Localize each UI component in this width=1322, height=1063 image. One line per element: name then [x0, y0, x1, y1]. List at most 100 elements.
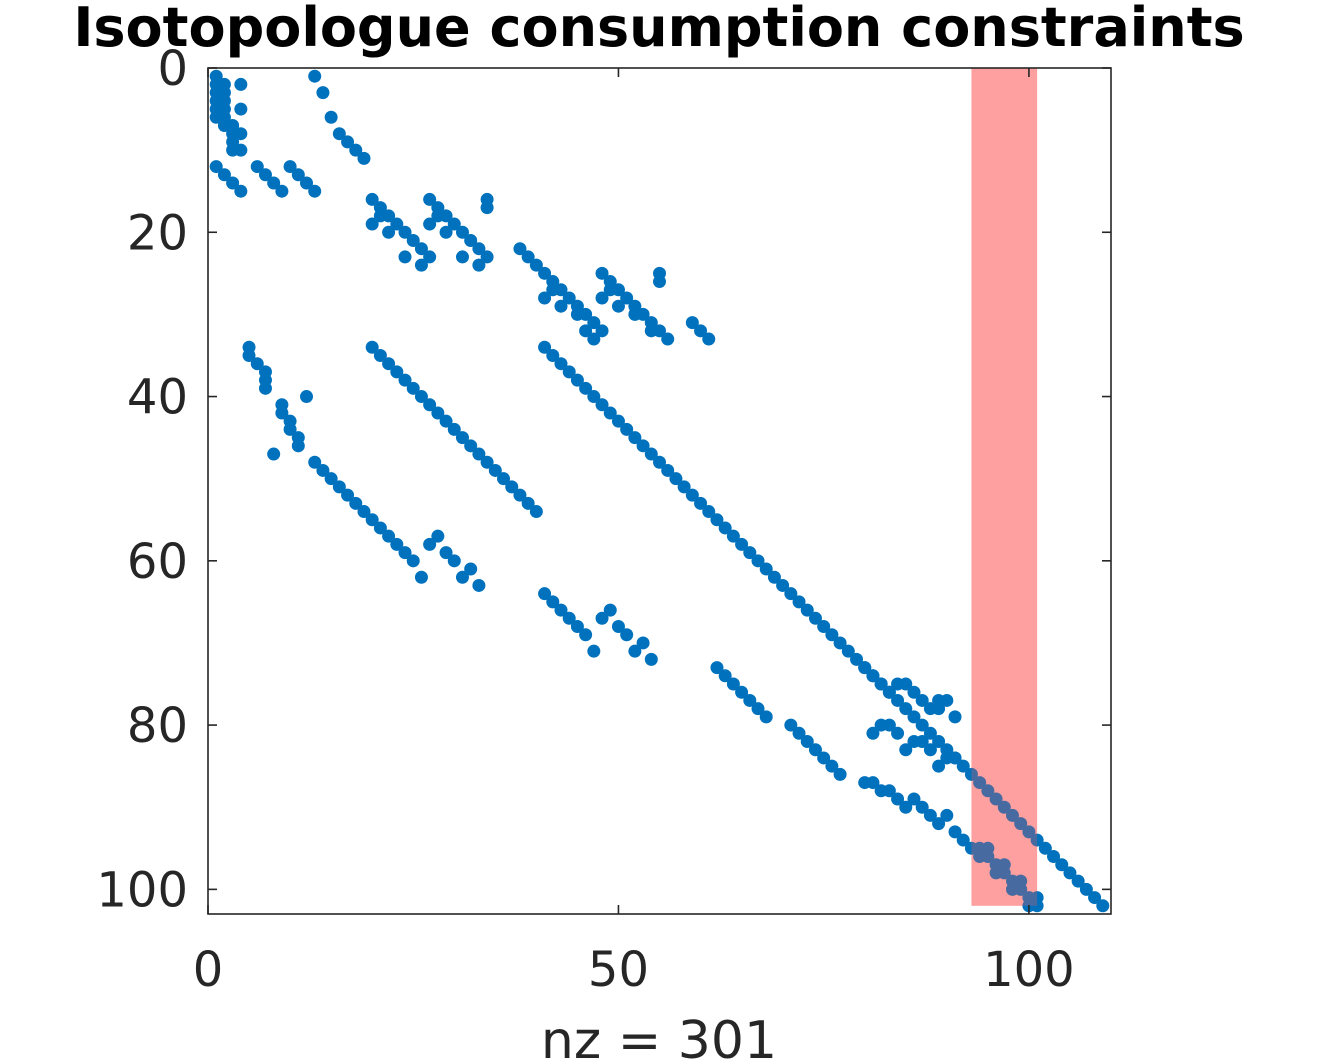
nonzero-marker [1030, 833, 1044, 847]
nonzero-marker [521, 496, 535, 510]
nonzero-marker [644, 324, 658, 338]
nonzero-marker [382, 357, 396, 371]
nonzero-marker [907, 792, 921, 806]
nonzero-marker [267, 176, 281, 190]
nonzero-marker [595, 398, 609, 412]
nonzero-marker [480, 201, 494, 215]
nonzero-marker [464, 233, 478, 247]
nonzero-marker [472, 242, 486, 256]
nonzero-marker [587, 332, 601, 346]
nonzero-marker [1096, 899, 1110, 913]
nonzero-marker [234, 102, 248, 116]
nonzero-marker [940, 808, 954, 822]
nonzero-marker [611, 620, 625, 634]
nonzero-marker [825, 628, 839, 642]
nonzero-marker [579, 628, 593, 642]
nonzero-marker [677, 480, 691, 494]
x-tick-label: 50 [588, 942, 649, 998]
nonzero-marker [324, 110, 338, 124]
nonzero-marker [538, 291, 552, 305]
nonzero-marker [611, 299, 625, 313]
nonzero-marker [283, 160, 297, 174]
nonzero-marker [455, 570, 469, 584]
nonzero-marker [735, 537, 749, 551]
y-tick-label: 100 [96, 862, 188, 918]
nonzero-marker [250, 160, 264, 174]
nonzero-marker [332, 127, 346, 141]
nonzero-marker [1030, 899, 1044, 913]
nonzero-marker [685, 488, 699, 502]
nonzero-marker [948, 825, 962, 839]
nonzero-marker [603, 603, 617, 617]
nonzero-marker [382, 225, 396, 239]
nonzero-marker [940, 693, 954, 707]
nonzero-marker [546, 283, 560, 297]
nonzero-marker [981, 850, 995, 864]
nonzero-marker [579, 324, 593, 338]
nonzero-marker [300, 390, 314, 404]
nonzero-marker [357, 505, 371, 519]
nonzero-marker [595, 611, 609, 625]
plot-area-frame [207, 67, 1112, 915]
nonzero-marker [341, 135, 355, 149]
y-tick-label: 60 [127, 534, 188, 590]
nonzero-marker [866, 669, 880, 683]
nonzero-marker [497, 472, 511, 486]
nonzero-marker [1071, 874, 1085, 888]
nonzero-marker [620, 628, 634, 642]
nonzero-marker [825, 759, 839, 773]
nonzero-marker [792, 726, 806, 740]
nonzero-marker [455, 250, 469, 264]
nonzero-marker [792, 595, 806, 609]
nonzero-marker [1088, 891, 1102, 905]
nonzero-marker [718, 669, 732, 683]
nonzero-marker [932, 817, 946, 831]
nonzero-marker [956, 759, 970, 773]
nonzero-marker [817, 751, 831, 765]
nonzero-marker [570, 373, 584, 387]
nonzero-marker [505, 480, 519, 494]
nonzero-marker [981, 784, 995, 798]
nonzero-marker [882, 718, 896, 732]
nonzero-marker [964, 767, 978, 781]
nonzero-marker [431, 529, 445, 543]
nonzero-marker [472, 258, 486, 272]
nonzero-marker [275, 184, 289, 198]
nonzero-marker [743, 546, 757, 560]
nonzero-marker [915, 693, 929, 707]
nonzero-marker [915, 718, 929, 732]
nonzero-marker [603, 406, 617, 420]
nonzero-marker [570, 620, 584, 634]
nonzero-marker [644, 447, 658, 461]
nonzero-marker [258, 168, 272, 182]
nonzero-marker [587, 644, 601, 658]
nonzero-marker [759, 562, 773, 576]
nonzero-marker [808, 611, 822, 625]
nonzero-marker [956, 833, 970, 847]
nonzero-marker [710, 513, 724, 527]
nonzero-marker [628, 431, 642, 445]
nonzero-marker [398, 225, 412, 239]
nonzero-marker [923, 808, 937, 822]
nonzero-marker [874, 677, 888, 691]
x-axis-label: nz = 301 [541, 1011, 777, 1063]
nonzero-marker [538, 587, 552, 601]
nonzero-marker [644, 652, 658, 666]
nonzero-marker [357, 151, 371, 165]
nonzero-marker [784, 587, 798, 601]
nonzero-marker [291, 439, 305, 453]
nonzero-marker [414, 258, 428, 272]
nonzero-marker [1005, 808, 1019, 822]
nonzero-marker [866, 726, 880, 740]
nonzero-marker [390, 365, 404, 379]
nonzero-marker [398, 546, 412, 560]
nonzero-marker [431, 209, 445, 223]
nonzero-marker [455, 431, 469, 445]
nonzero-marker [661, 463, 675, 477]
nonzero-marker [726, 677, 740, 691]
nonzero-marker [258, 381, 272, 395]
nonzero-marker [694, 324, 708, 338]
nonzero-marker [234, 143, 248, 157]
nonzero-marker [579, 381, 593, 395]
